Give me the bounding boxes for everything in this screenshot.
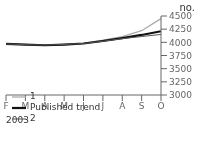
svg-text:M: M [60,101,68,111]
svg-text:3250: 3250 [169,77,191,87]
svg-text:A: A [119,101,126,111]
svg-text:A: A [42,101,49,111]
svg-text:J: J [81,101,85,111]
svg-text:O: O [157,101,164,111]
svg-text:4000: 4000 [169,38,191,48]
svg-text:M: M [21,101,29,111]
svg-text:J: J [101,101,105,111]
svg-text:2003: 2003 [8,115,29,125]
svg-text:3500: 3500 [169,64,191,74]
svg-text:3000: 3000 [169,90,191,100]
svg-text:3750: 3750 [169,51,191,61]
svg-text:S: S [139,101,145,111]
svg-text:4250: 4250 [169,24,191,34]
svg-text:F: F [8,101,9,111]
